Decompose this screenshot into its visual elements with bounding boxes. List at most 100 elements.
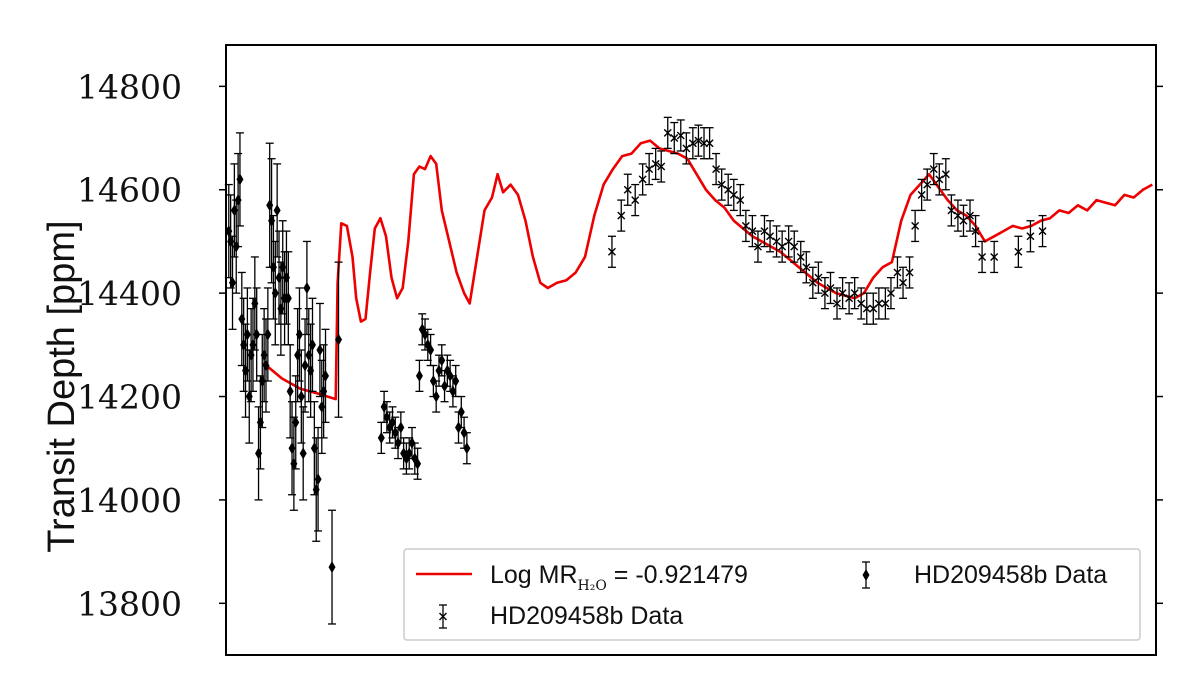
cross-point (881, 299, 890, 308)
cross-point (971, 227, 980, 236)
cross-point (1026, 232, 1035, 241)
cross-point (862, 304, 871, 313)
cross-point (935, 175, 944, 184)
diamond-point (383, 411, 391, 424)
legend-diamond-swatch (862, 561, 870, 589)
legend-diamond-label: HD209458b Data (914, 561, 1107, 589)
legend: Log MRH₂O = -0.921479 HD209458b Data HD2… (403, 548, 1141, 641)
cross-point (893, 268, 902, 277)
diamond-point (264, 328, 272, 341)
cross-point (966, 211, 974, 220)
cross-point (638, 175, 647, 184)
diamond-point (308, 338, 316, 351)
diamond-point (316, 344, 324, 356)
diamond-point (463, 442, 471, 455)
legend-model-suffix: = -0.921479 (607, 561, 748, 589)
cross-point (905, 268, 914, 277)
cross-point (712, 165, 721, 174)
diamond-point (271, 287, 279, 300)
diamond-point (388, 416, 396, 429)
diamond-point (301, 359, 309, 372)
cross-point (796, 252, 805, 261)
cross-point (947, 206, 956, 215)
y-axis-ticks: 13800 14000 14200 14400 14600 14800 (77, 67, 1163, 623)
diamond-point (273, 204, 281, 217)
cross-point (899, 278, 908, 287)
diamond-point (391, 426, 399, 439)
cross-point (705, 139, 714, 148)
diamond-point (457, 406, 465, 419)
cross-point (838, 289, 847, 298)
cross-point (623, 185, 632, 194)
diamond-point (243, 328, 251, 341)
cross-point (766, 232, 775, 241)
cross-point (607, 247, 616, 256)
y-tick-label: 14200 (77, 378, 182, 417)
diamond-point (322, 369, 330, 382)
cross-point (717, 180, 726, 189)
cross-point (814, 273, 823, 282)
cross-point (826, 283, 835, 292)
diamond-point (303, 281, 311, 294)
cross-point (729, 190, 738, 199)
cross-point (670, 134, 679, 143)
diamond-point (435, 364, 443, 377)
cross-point (802, 263, 811, 272)
cross-point (688, 139, 697, 148)
cross-point (929, 165, 938, 174)
y-tick-label: 14800 (77, 67, 182, 106)
diamond-point (432, 390, 440, 403)
legend-cross-swatch (439, 604, 447, 629)
diamond-point (380, 400, 388, 413)
cross-point (790, 242, 799, 251)
cross-point (778, 242, 787, 251)
legend-diamond-marker (862, 569, 870, 581)
cross-point (923, 180, 932, 189)
cross-point (1038, 227, 1047, 236)
cross-point (682, 144, 691, 153)
diamond-point (314, 473, 322, 486)
y-tick-label: 14000 (77, 481, 182, 520)
cross-point (1014, 247, 1023, 256)
cross-point (978, 252, 987, 261)
diamond-point (297, 390, 305, 403)
cross-point (886, 289, 895, 298)
plot-frame (225, 44, 1157, 656)
cross-point (694, 136, 703, 145)
diamond-point (438, 354, 446, 367)
diamond-point (328, 561, 336, 574)
model-line-group (262, 139, 1153, 401)
cross-point (741, 221, 750, 230)
diamond-point (427, 344, 435, 356)
diamond-point (236, 173, 244, 186)
cross-point (917, 190, 926, 199)
diamond-point (286, 385, 294, 398)
cross-point (657, 162, 666, 171)
cross-point (990, 252, 999, 261)
y-tick-label: 14600 (77, 171, 182, 210)
y-tick-label: 13800 (77, 584, 182, 623)
legend-cross-marker (439, 612, 447, 621)
legend-model-label: Log MRH₂O = -0.921479 (490, 561, 748, 594)
cross-point (833, 299, 842, 308)
model-line (262, 139, 1153, 401)
legend-cross-label: HD209458b Data (490, 602, 683, 630)
diamond-point (253, 328, 261, 341)
diamond-point (299, 447, 307, 460)
cross-data-group (607, 116, 1047, 325)
cross-point (941, 170, 950, 179)
diamond-point (452, 375, 460, 388)
cross-point (959, 216, 968, 225)
y-tick-label: 14400 (77, 274, 182, 313)
diamond-point (284, 292, 292, 305)
y-axis-title: Transit Depth [ppm] (41, 220, 83, 552)
cross-point (663, 128, 672, 137)
cross-point (617, 211, 626, 220)
diamond-point (335, 333, 343, 346)
diamond-point (295, 328, 303, 341)
diamond-point (449, 385, 457, 398)
diamond-point (421, 328, 429, 341)
cross-point (874, 299, 883, 308)
cross-point (753, 242, 762, 251)
cross-point (651, 159, 660, 168)
